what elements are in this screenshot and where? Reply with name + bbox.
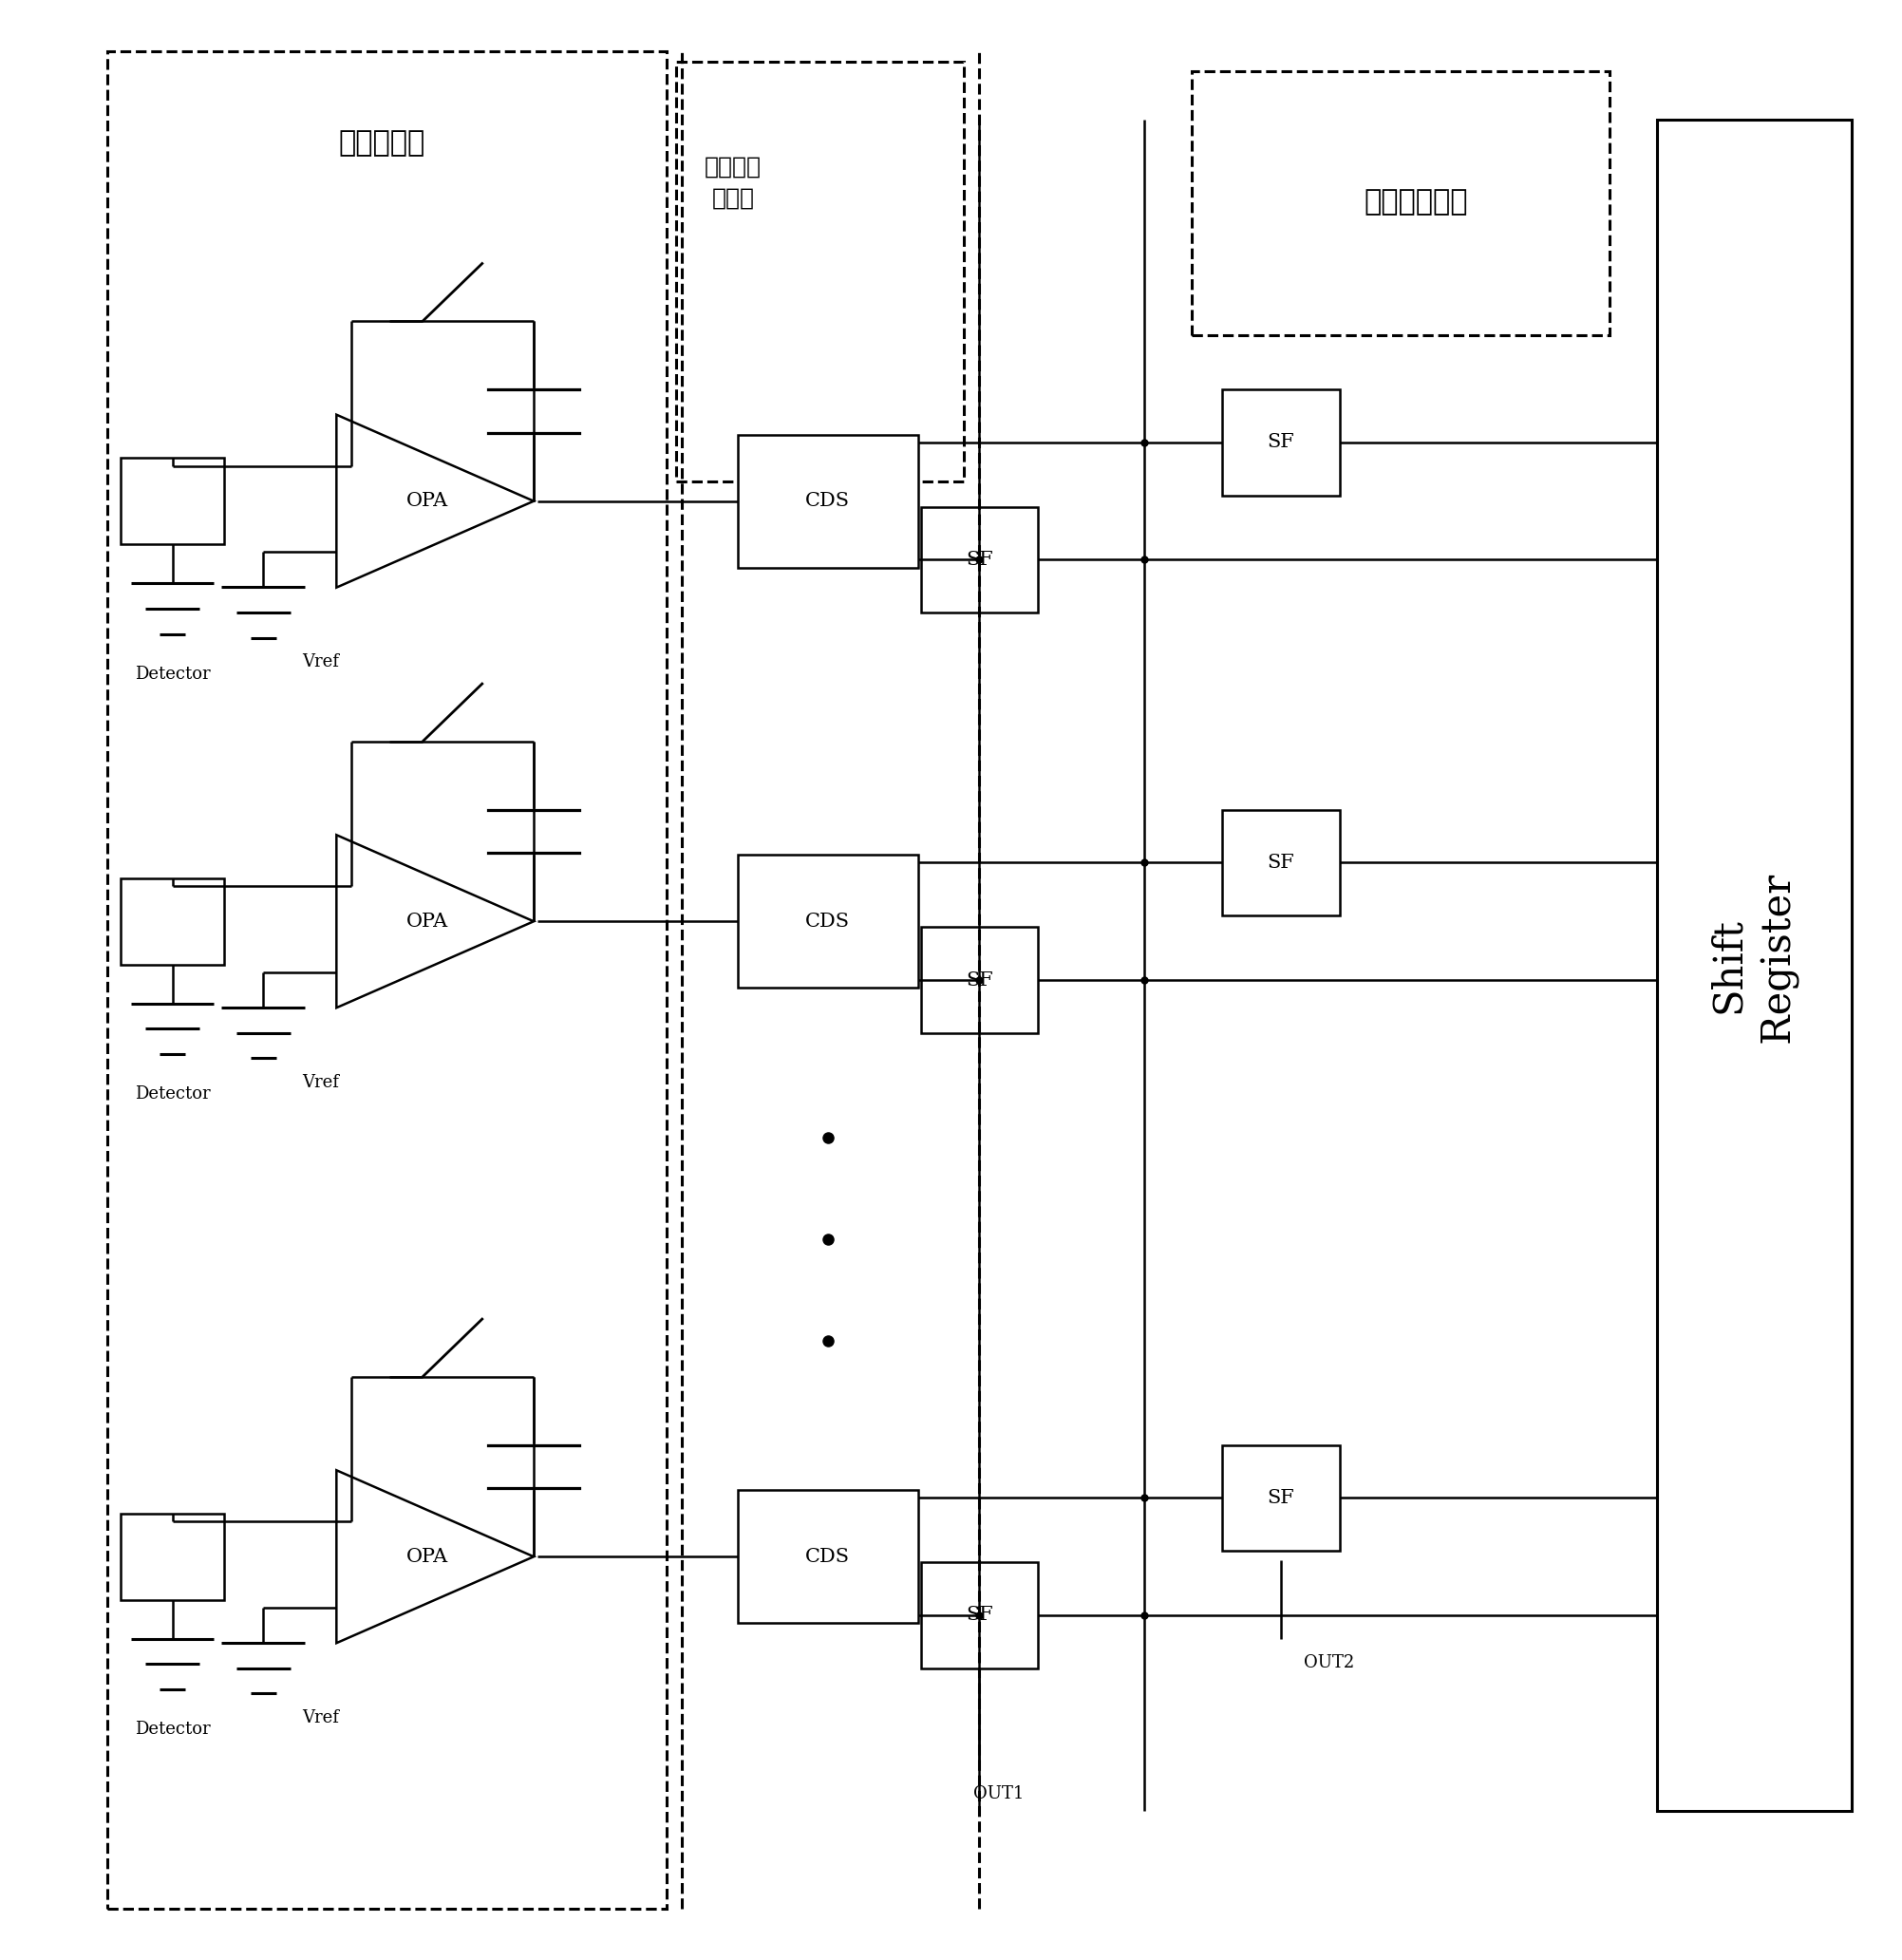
Text: 双采样保
持电路: 双采样保 持电路	[704, 155, 761, 210]
Text: Vref: Vref	[302, 1074, 339, 1092]
Text: Vref: Vref	[302, 1709, 339, 1727]
Text: OUT2: OUT2	[1303, 1654, 1354, 1672]
Text: SF: SF	[966, 551, 993, 568]
Text: SF: SF	[966, 1607, 993, 1625]
Bar	[921, 508, 1038, 613]
Text: Detector: Detector	[135, 1086, 211, 1103]
Bar	[107, 51, 666, 1909]
Bar	[738, 1490, 919, 1623]
Bar	[921, 927, 1038, 1033]
Text: OPA: OPA	[407, 911, 449, 931]
Text: Shift
 Register: Shift Register	[1708, 874, 1801, 1056]
Text: 输入级电路: 输入级电路	[339, 129, 426, 157]
Bar	[120, 1513, 224, 1599]
Bar	[120, 459, 224, 545]
Bar	[921, 1562, 1038, 1668]
Text: OUT1: OUT1	[974, 1786, 1023, 1803]
Bar	[120, 878, 224, 964]
Bar	[1223, 809, 1339, 915]
Text: CDS: CDS	[805, 492, 850, 510]
Text: Detector: Detector	[135, 664, 211, 682]
Bar	[1223, 390, 1339, 496]
Text: SF: SF	[1267, 1490, 1295, 1507]
Bar	[1657, 120, 1853, 1811]
Text: 多路传输电路: 多路传输电路	[1364, 188, 1468, 216]
Text: SF: SF	[1267, 855, 1295, 872]
Bar	[738, 855, 919, 988]
Text: OPA: OPA	[407, 492, 449, 510]
Bar	[1223, 1445, 1339, 1550]
Text: CDS: CDS	[805, 1548, 850, 1566]
Text: Vref: Vref	[302, 653, 339, 670]
Text: OPA: OPA	[407, 1548, 449, 1566]
Text: CDS: CDS	[805, 911, 850, 931]
Text: SF: SF	[966, 970, 993, 990]
Bar	[738, 435, 919, 568]
Text: SF: SF	[1267, 433, 1295, 451]
Text: Detector: Detector	[135, 1721, 211, 1739]
Bar	[675, 61, 964, 482]
Bar	[1193, 71, 1609, 335]
